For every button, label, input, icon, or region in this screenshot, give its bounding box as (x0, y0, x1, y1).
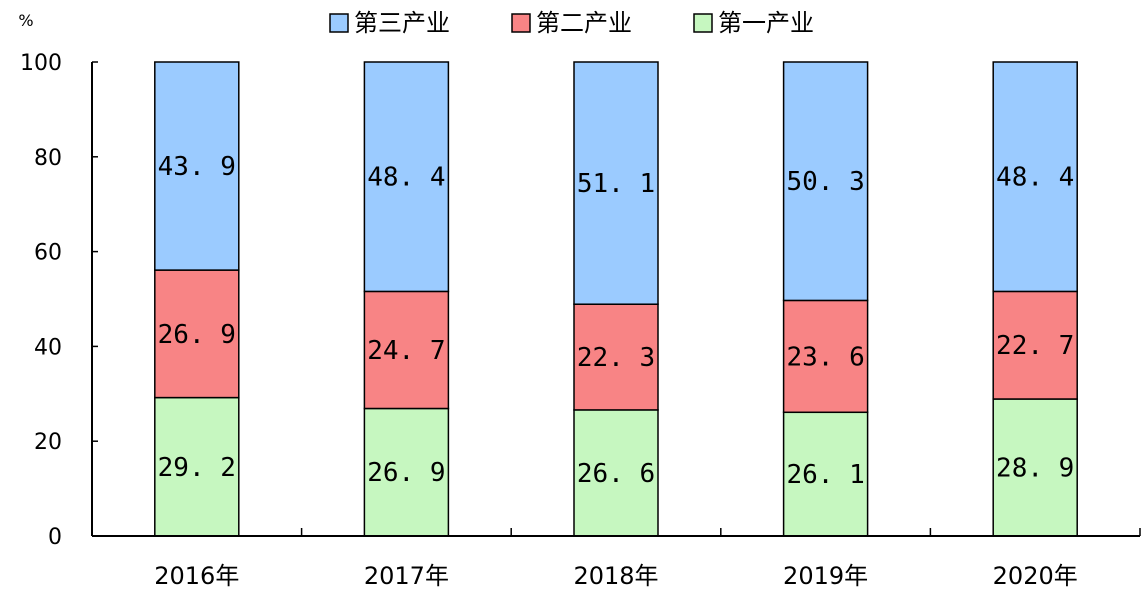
data-label: 26. 1 (786, 460, 864, 490)
legend: 第三产业 第二产业 第一产业 (329, 9, 814, 37)
bar-segment (782, 299, 869, 414)
bars: 29. 2 26. 9 43. 9 26. 9 24. 7 48. 4 26. 6 22. 3… (154, 61, 1078, 537)
data-label: 26. 9 (367, 458, 445, 488)
x-tick-label: 2018年 (573, 562, 658, 590)
data-label: 26. 9 (158, 320, 236, 350)
x-tick-label: 2017年 (364, 562, 449, 590)
y-axis-ticks: 0 20 40 60 80 100 (20, 51, 98, 550)
x-tick-label: 2016年 (154, 562, 239, 590)
bar-segment (782, 411, 869, 537)
bar-segment (154, 61, 240, 271)
data-label: 23. 6 (786, 342, 864, 372)
legend-swatch (511, 13, 531, 33)
data-label: 29. 2 (158, 453, 236, 483)
y-tick-label: 80 (34, 146, 62, 171)
data-label: 51. 1 (577, 169, 655, 199)
data-label: 26. 6 (577, 459, 655, 489)
legend-label: 第三产业 (354, 9, 450, 37)
bar-segment (573, 61, 659, 305)
bar-segment (573, 303, 659, 411)
data-label: 24. 7 (367, 336, 445, 366)
bar-segment (782, 61, 869, 302)
legend-swatch (329, 13, 349, 33)
bar-segment (992, 290, 1078, 400)
x-tick-label: 2019年 (783, 562, 868, 590)
data-label: 43. 9 (158, 152, 236, 182)
data-label: 48. 4 (996, 163, 1074, 193)
data-label: 50. 3 (786, 167, 864, 197)
bar-segment (992, 61, 1078, 293)
legend-swatch (693, 13, 713, 33)
y-tick-label: 60 (34, 241, 62, 266)
y-axis-unit: % (18, 11, 33, 30)
data-label: 28. 9 (996, 454, 1074, 484)
y-tick-label: 20 (34, 430, 62, 455)
bar-segment (363, 290, 450, 410)
x-tick-label: 2020年 (993, 562, 1078, 590)
bar-segment (363, 61, 450, 293)
data-label: 48. 4 (367, 163, 445, 193)
legend-label: 第二产业 (536, 9, 632, 37)
legend-label: 第一产业 (718, 9, 814, 37)
axes (91, 62, 1141, 537)
y-tick-label: 0 (48, 525, 62, 550)
data-label: 22. 7 (996, 331, 1074, 361)
data-label: 22. 3 (577, 343, 655, 373)
x-axis-labels: 2016年 2017年 2018年 2019年 2020年 (154, 562, 1077, 590)
bar-segment (573, 409, 659, 537)
y-tick-label: 100 (20, 51, 62, 76)
bar-segment (154, 269, 240, 399)
y-tick-label: 40 (34, 335, 62, 360)
bar-segment (992, 398, 1078, 537)
